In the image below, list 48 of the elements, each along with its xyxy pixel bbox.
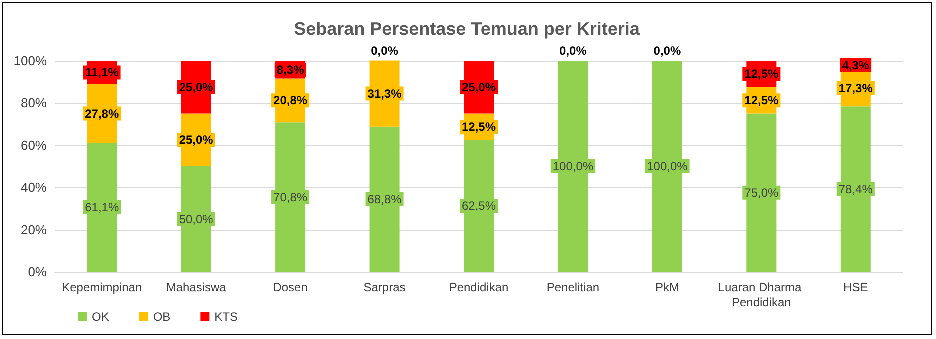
x-tick-label: PkM (655, 280, 680, 294)
data-label: 12,5% (744, 94, 780, 108)
data-label: 62,5% (462, 199, 496, 214)
data-label: 11,1% (85, 66, 120, 80)
y-tick-label: 60% (20, 138, 48, 153)
x-tick-label: Penelitian (546, 280, 600, 294)
data-label: 4,3% (842, 58, 870, 73)
data-label: 0,0% (560, 44, 588, 58)
data-label: 12,5% (462, 120, 496, 134)
data-label: 17,3% (838, 81, 874, 96)
legend-label: KTS (214, 310, 238, 324)
data-label: 25,0% (179, 133, 214, 148)
data-label: 8,3% (276, 62, 305, 77)
bar (276, 122, 306, 272)
data-label: 0,0% (654, 44, 682, 58)
bar (840, 106, 871, 272)
data-label: 50,0% (179, 212, 214, 226)
data-label: 12,5% (744, 67, 780, 82)
data-label: 75,0% (744, 186, 780, 200)
data-label: 20,8% (274, 94, 308, 108)
data-label: 31,3% (368, 86, 402, 101)
y-tick-label: 20% (20, 222, 48, 238)
data-label: 25,0% (462, 80, 496, 94)
data-label: 78,4% (838, 182, 874, 196)
data-label: 70,8% (274, 190, 308, 204)
y-tick-label: 100% (14, 54, 48, 68)
data-label: 100,0% (552, 160, 594, 174)
x-tick-label: Pendidikan (449, 280, 509, 294)
x-tick-label: HSE (844, 280, 868, 294)
x-tick-label: Sarpras (364, 280, 406, 294)
bar (746, 114, 777, 272)
y-tick-label: 40% (20, 180, 48, 196)
chart-title: Sebaran Persentase Temuan per Kriteria (294, 19, 641, 39)
x-tick-label: Luaran Dharma Pendidikan (718, 280, 806, 310)
legend-label: OB (153, 310, 171, 324)
data-label: 68,8% (368, 192, 402, 206)
x-tick-label: Kepemimpinan (62, 280, 142, 294)
data-label: 61,1% (85, 200, 120, 215)
x-tick-label: Dosen (273, 280, 308, 294)
data-label: 27,8% (85, 106, 120, 121)
data-label: 25,0% (179, 80, 214, 94)
bar (370, 126, 400, 272)
x-tick-label: Mahasiswa (166, 280, 227, 294)
legend-label: OK (92, 310, 110, 324)
data-label: 0,0% (371, 44, 399, 58)
y-tick-label: 80% (20, 96, 48, 111)
y-tick-label: 0% (28, 264, 48, 280)
data-label: 100,0% (647, 160, 688, 174)
